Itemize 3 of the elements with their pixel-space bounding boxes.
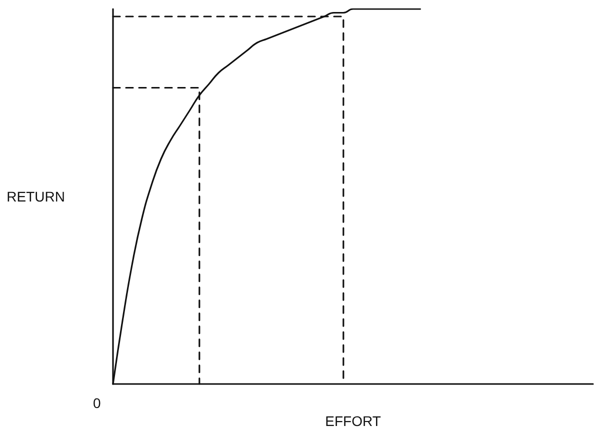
y-axis-title: RETURN [6, 188, 65, 204]
x-axis-title: EFFORT [325, 413, 382, 429]
text: 0 [93, 395, 101, 411]
